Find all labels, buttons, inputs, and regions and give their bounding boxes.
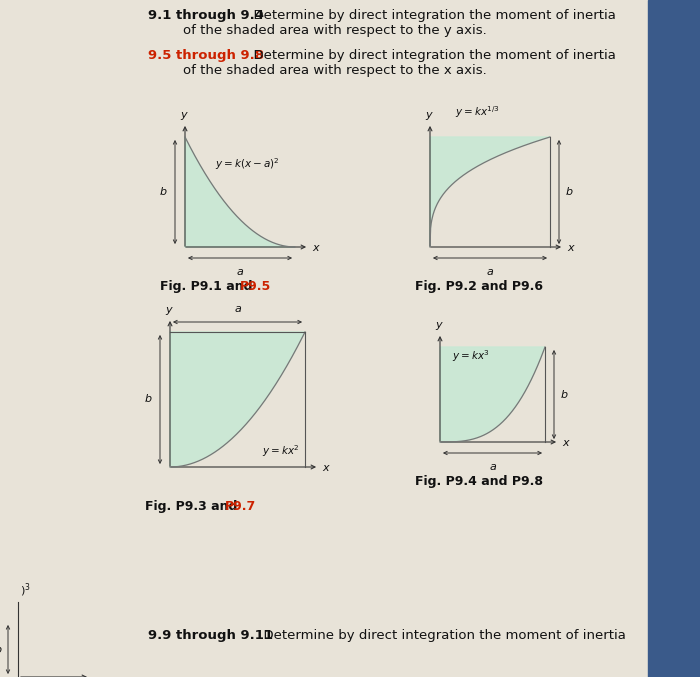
Text: Fig. P9.2 and P9.6: Fig. P9.2 and P9.6 (415, 280, 543, 293)
Text: 9.5 through 9.8: 9.5 through 9.8 (148, 49, 264, 62)
Text: $y = kx^3$: $y = kx^3$ (452, 348, 490, 364)
Text: 9.1 through 9.4: 9.1 through 9.4 (148, 9, 264, 22)
Text: $y = kx^{1/3}$: $y = kx^{1/3}$ (455, 104, 500, 120)
Text: $y = kx^2$: $y = kx^2$ (262, 443, 300, 459)
Text: a: a (234, 304, 241, 314)
Text: of the shaded area with respect to the x axis.: of the shaded area with respect to the x… (183, 64, 486, 77)
Text: x: x (567, 243, 573, 253)
Text: y: y (166, 305, 172, 315)
Text: 9.9 through 9.11: 9.9 through 9.11 (148, 629, 273, 642)
Text: x: x (322, 463, 328, 473)
Text: b: b (566, 187, 573, 197)
Text: P9.5: P9.5 (240, 280, 272, 293)
Text: a: a (237, 267, 244, 277)
Text: Determine by direct integration the moment of inertia: Determine by direct integration the mome… (245, 49, 616, 62)
Text: $y = k(x-a)^2$: $y = k(x-a)^2$ (215, 156, 279, 172)
Text: y: y (426, 110, 433, 120)
Text: a: a (489, 462, 496, 472)
Text: of the shaded area with respect to the y axis.: of the shaded area with respect to the y… (183, 24, 486, 37)
Polygon shape (440, 347, 545, 442)
Text: Determine by direct integration the moment of inertia: Determine by direct integration the mome… (255, 629, 626, 642)
Bar (648, 0, 700, 677)
Text: $)^3$: $)^3$ (20, 582, 31, 599)
Text: a: a (486, 267, 493, 277)
Text: b: b (160, 187, 167, 197)
Text: P9.7: P9.7 (225, 500, 256, 513)
Polygon shape (430, 137, 550, 247)
Text: Fig. P9.1 and: Fig. P9.1 and (160, 280, 257, 293)
Text: x: x (312, 243, 318, 253)
Text: b: b (145, 395, 152, 404)
Polygon shape (170, 332, 305, 467)
Text: y: y (181, 110, 188, 120)
Text: Determine by direct integration the moment of inertia: Determine by direct integration the mome… (245, 9, 616, 22)
Text: x: x (562, 438, 568, 448)
Polygon shape (185, 137, 295, 247)
Text: b: b (561, 389, 568, 399)
Text: Fig. P9.3 and: Fig. P9.3 and (145, 500, 242, 513)
Text: y: y (435, 320, 442, 330)
Text: Fig. P9.4 and P9.8: Fig. P9.4 and P9.8 (415, 475, 543, 488)
Text: b: b (0, 645, 2, 655)
